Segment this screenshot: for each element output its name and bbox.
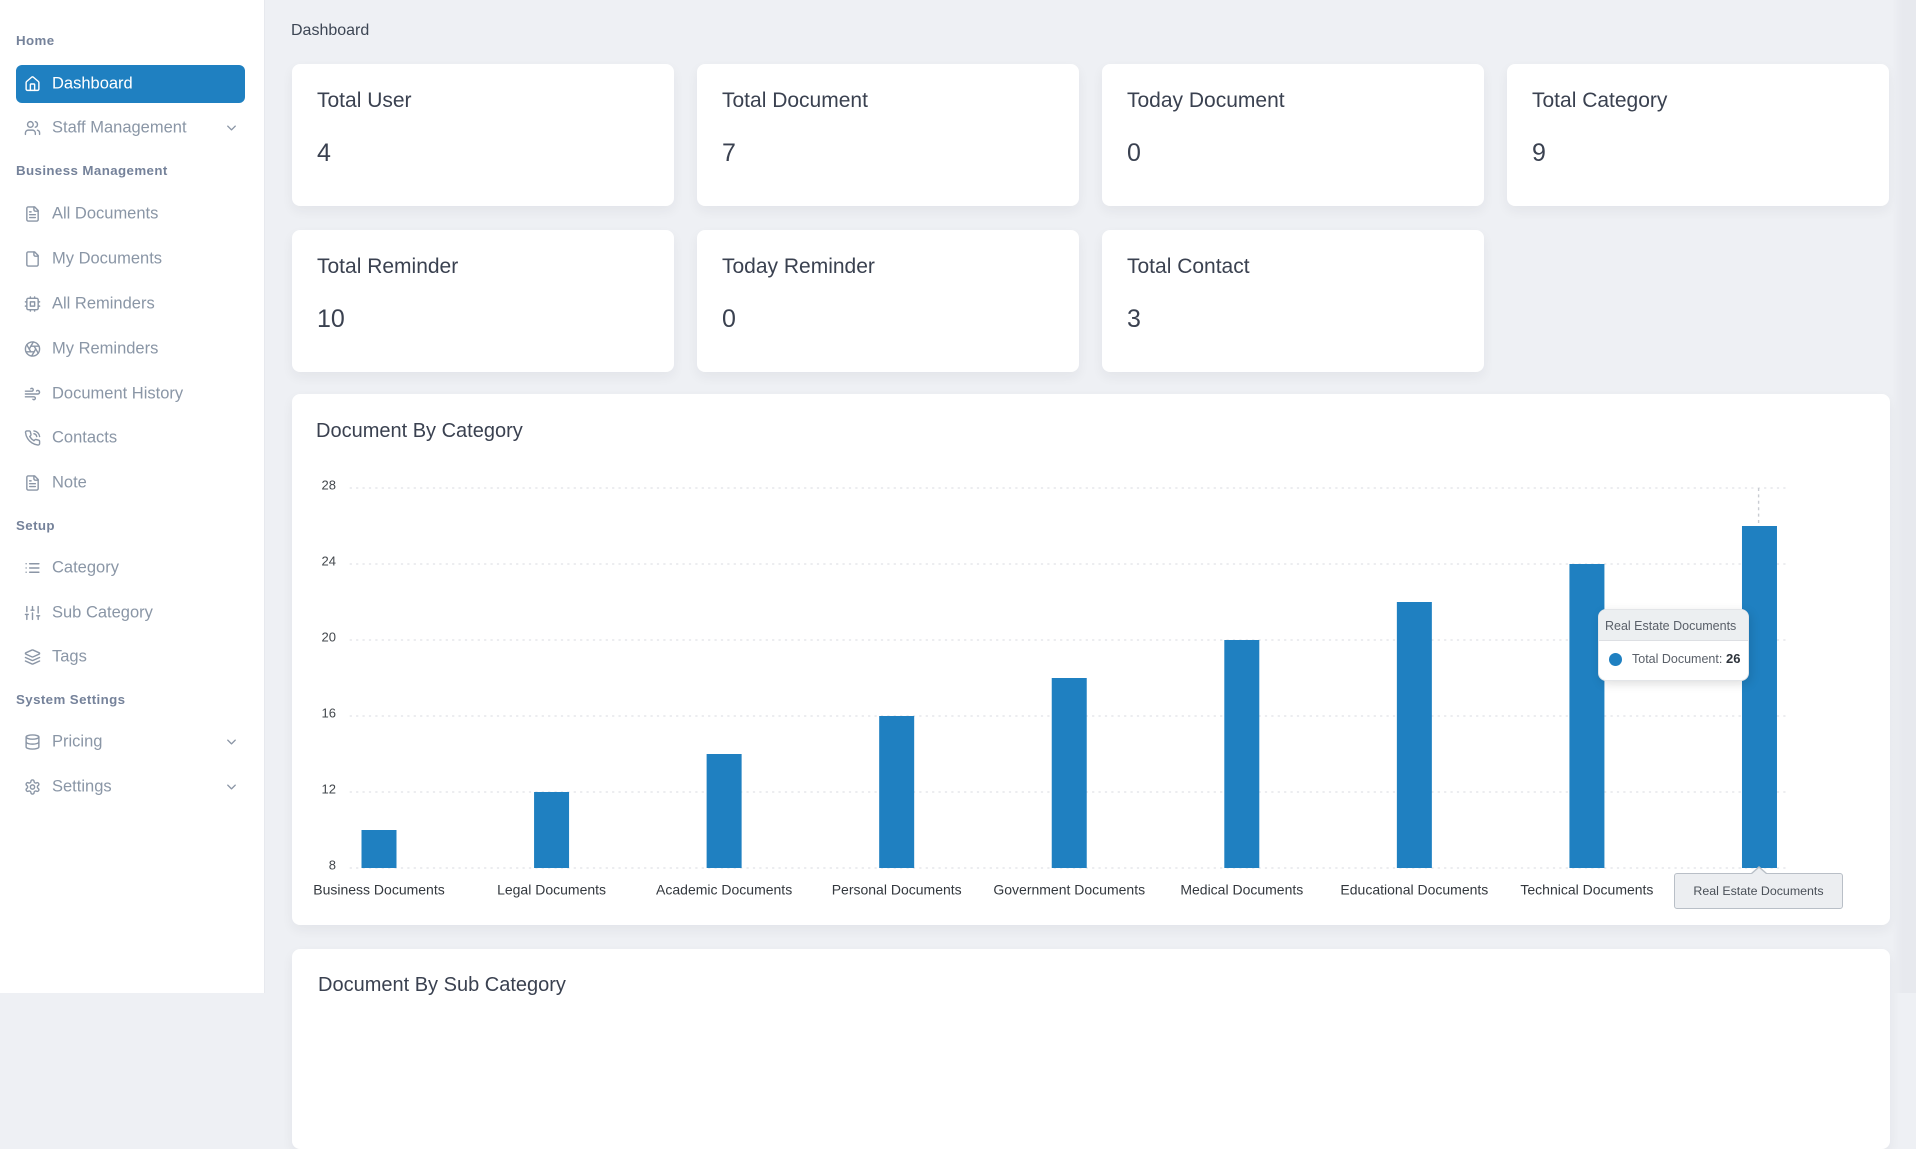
svg-text:24: 24 (322, 553, 336, 568)
svg-text:Legal Documents: Legal Documents (497, 882, 606, 898)
svg-text:16: 16 (322, 705, 336, 720)
svg-text:12: 12 (322, 781, 336, 796)
svg-text:Personal Documents: Personal Documents (832, 882, 962, 898)
svg-text:8: 8 (329, 857, 336, 872)
svg-text:Educational Documents: Educational Documents (1340, 882, 1488, 898)
svg-text:Government Documents: Government Documents (993, 882, 1145, 898)
svg-text:Medical Documents: Medical Documents (1180, 882, 1303, 898)
svg-text:Technical Documents: Technical Documents (1520, 882, 1653, 898)
svg-text:Academic Documents: Academic Documents (656, 882, 792, 898)
svg-text:20: 20 (322, 629, 336, 644)
svg-text:Business Documents: Business Documents (313, 882, 445, 898)
svg-text:28: 28 (322, 477, 336, 492)
